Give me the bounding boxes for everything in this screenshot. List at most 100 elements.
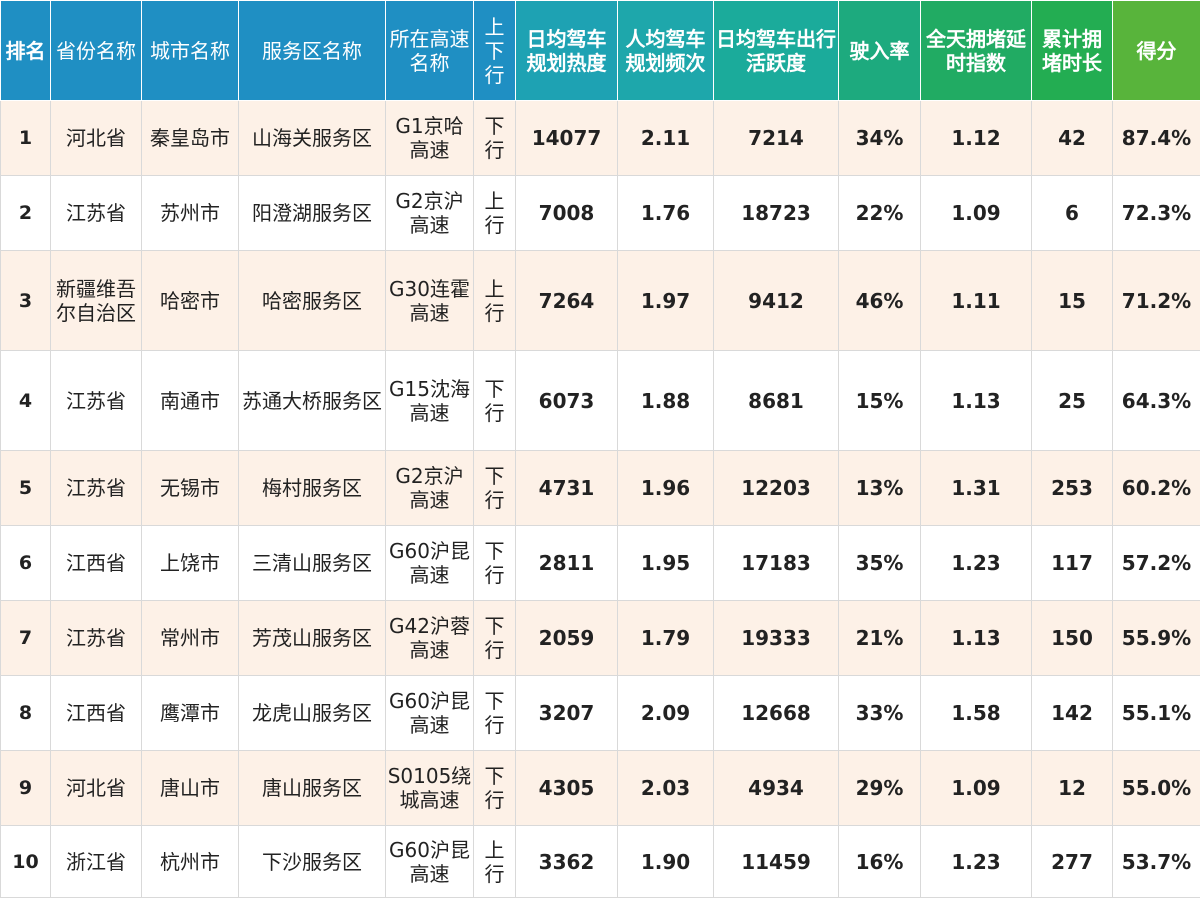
daily-activity-cell: 11459 [714, 826, 839, 898]
entry-rate-cell: 22% [839, 176, 921, 251]
daily-heat-cell: 14077 [516, 101, 618, 176]
header-per-capita-frequency: 人均驾车规划频次 [618, 1, 714, 101]
daily-activity-cell: 12203 [714, 451, 839, 526]
daily-heat-cell: 2059 [516, 601, 618, 676]
service-area-cell: 下沙服务区 [239, 826, 386, 898]
province-cell: 河北省 [51, 751, 142, 826]
header-daily-activity: 日均驾车出行活跃度 [714, 1, 839, 101]
city-cell: 唐山市 [142, 751, 239, 826]
per-capita-frequency-cell: 1.79 [618, 601, 714, 676]
header-province: 省份名称 [51, 1, 142, 101]
service-area-cell: 苏通大桥服务区 [239, 351, 386, 451]
direction-cell: 上行 [474, 826, 516, 898]
header-direction: 上下行 [474, 1, 516, 101]
rank-cell: 10 [1, 826, 51, 898]
province-cell: 河北省 [51, 101, 142, 176]
daily-activity-cell: 8681 [714, 351, 839, 451]
per-capita-frequency-cell: 2.11 [618, 101, 714, 176]
daily-heat-cell: 6073 [516, 351, 618, 451]
header-congestion-index: 全天拥堵延时指数 [921, 1, 1032, 101]
highway-cell: G30连霍高速 [386, 251, 474, 351]
province-cell: 新疆维吾尔自治区 [51, 251, 142, 351]
daily-heat-cell: 3207 [516, 676, 618, 751]
congestion-hours-cell: 277 [1032, 826, 1113, 898]
direction-cell: 上行 [474, 176, 516, 251]
header-row: 排名 省份名称 城市名称 服务区名称 所在高速名称 上下行 日均驾车规划热度 人… [1, 1, 1200, 101]
rank-cell: 3 [1, 251, 51, 351]
per-capita-frequency-cell: 1.90 [618, 826, 714, 898]
header-daily-heat: 日均驾车规划热度 [516, 1, 618, 101]
header-service-area: 服务区名称 [239, 1, 386, 101]
congestion-index-cell: 1.23 [921, 526, 1032, 601]
header-rank: 排名 [1, 1, 51, 101]
city-cell: 苏州市 [142, 176, 239, 251]
congestion-index-cell: 1.09 [921, 176, 1032, 251]
highway-cell: G2京沪高速 [386, 451, 474, 526]
service-area-cell: 阳澄湖服务区 [239, 176, 386, 251]
header-congestion-hours: 累计拥堵时长 [1032, 1, 1113, 101]
congestion-hours-cell: 6 [1032, 176, 1113, 251]
score-cell: 64.3% [1113, 351, 1200, 451]
rank-cell: 9 [1, 751, 51, 826]
congestion-hours-cell: 117 [1032, 526, 1113, 601]
city-cell: 杭州市 [142, 826, 239, 898]
per-capita-frequency-cell: 1.76 [618, 176, 714, 251]
rank-cell: 4 [1, 351, 51, 451]
daily-activity-cell: 17183 [714, 526, 839, 601]
daily-heat-cell: 3362 [516, 826, 618, 898]
congestion-hours-cell: 15 [1032, 251, 1113, 351]
header-city: 城市名称 [142, 1, 239, 101]
congestion-hours-cell: 42 [1032, 101, 1113, 176]
highway-cell: G60沪昆高速 [386, 526, 474, 601]
score-cell: 53.7% [1113, 826, 1200, 898]
congestion-index-cell: 1.58 [921, 676, 1032, 751]
score-cell: 87.4% [1113, 101, 1200, 176]
direction-cell: 上行 [474, 251, 516, 351]
service-area-cell: 三清山服务区 [239, 526, 386, 601]
congestion-hours-cell: 253 [1032, 451, 1113, 526]
province-cell: 江苏省 [51, 601, 142, 676]
highway-cell: G60沪昆高速 [386, 826, 474, 898]
direction-cell: 下行 [474, 676, 516, 751]
score-cell: 71.2% [1113, 251, 1200, 351]
per-capita-frequency-cell: 2.03 [618, 751, 714, 826]
direction-cell: 下行 [474, 351, 516, 451]
rank-cell: 6 [1, 526, 51, 601]
province-cell: 浙江省 [51, 826, 142, 898]
per-capita-frequency-cell: 1.88 [618, 351, 714, 451]
province-cell: 江苏省 [51, 451, 142, 526]
direction-cell: 下行 [474, 751, 516, 826]
service-area-cell: 龙虎山服务区 [239, 676, 386, 751]
direction-cell: 下行 [474, 526, 516, 601]
entry-rate-cell: 33% [839, 676, 921, 751]
header-entry-rate: 驶入率 [839, 1, 921, 101]
service-area-cell: 芳茂山服务区 [239, 601, 386, 676]
entry-rate-cell: 34% [839, 101, 921, 176]
rank-cell: 2 [1, 176, 51, 251]
entry-rate-cell: 46% [839, 251, 921, 351]
rank-cell: 7 [1, 601, 51, 676]
entry-rate-cell: 15% [839, 351, 921, 451]
header-highway: 所在高速名称 [386, 1, 474, 101]
congestion-hours-cell: 142 [1032, 676, 1113, 751]
daily-activity-cell: 18723 [714, 176, 839, 251]
congestion-index-cell: 1.12 [921, 101, 1032, 176]
highway-cell: G42沪蓉高速 [386, 601, 474, 676]
city-cell: 南通市 [142, 351, 239, 451]
score-cell: 57.2% [1113, 526, 1200, 601]
entry-rate-cell: 29% [839, 751, 921, 826]
city-cell: 哈密市 [142, 251, 239, 351]
daily-activity-cell: 9412 [714, 251, 839, 351]
per-capita-frequency-cell: 2.09 [618, 676, 714, 751]
congestion-index-cell: 1.13 [921, 601, 1032, 676]
entry-rate-cell: 13% [839, 451, 921, 526]
